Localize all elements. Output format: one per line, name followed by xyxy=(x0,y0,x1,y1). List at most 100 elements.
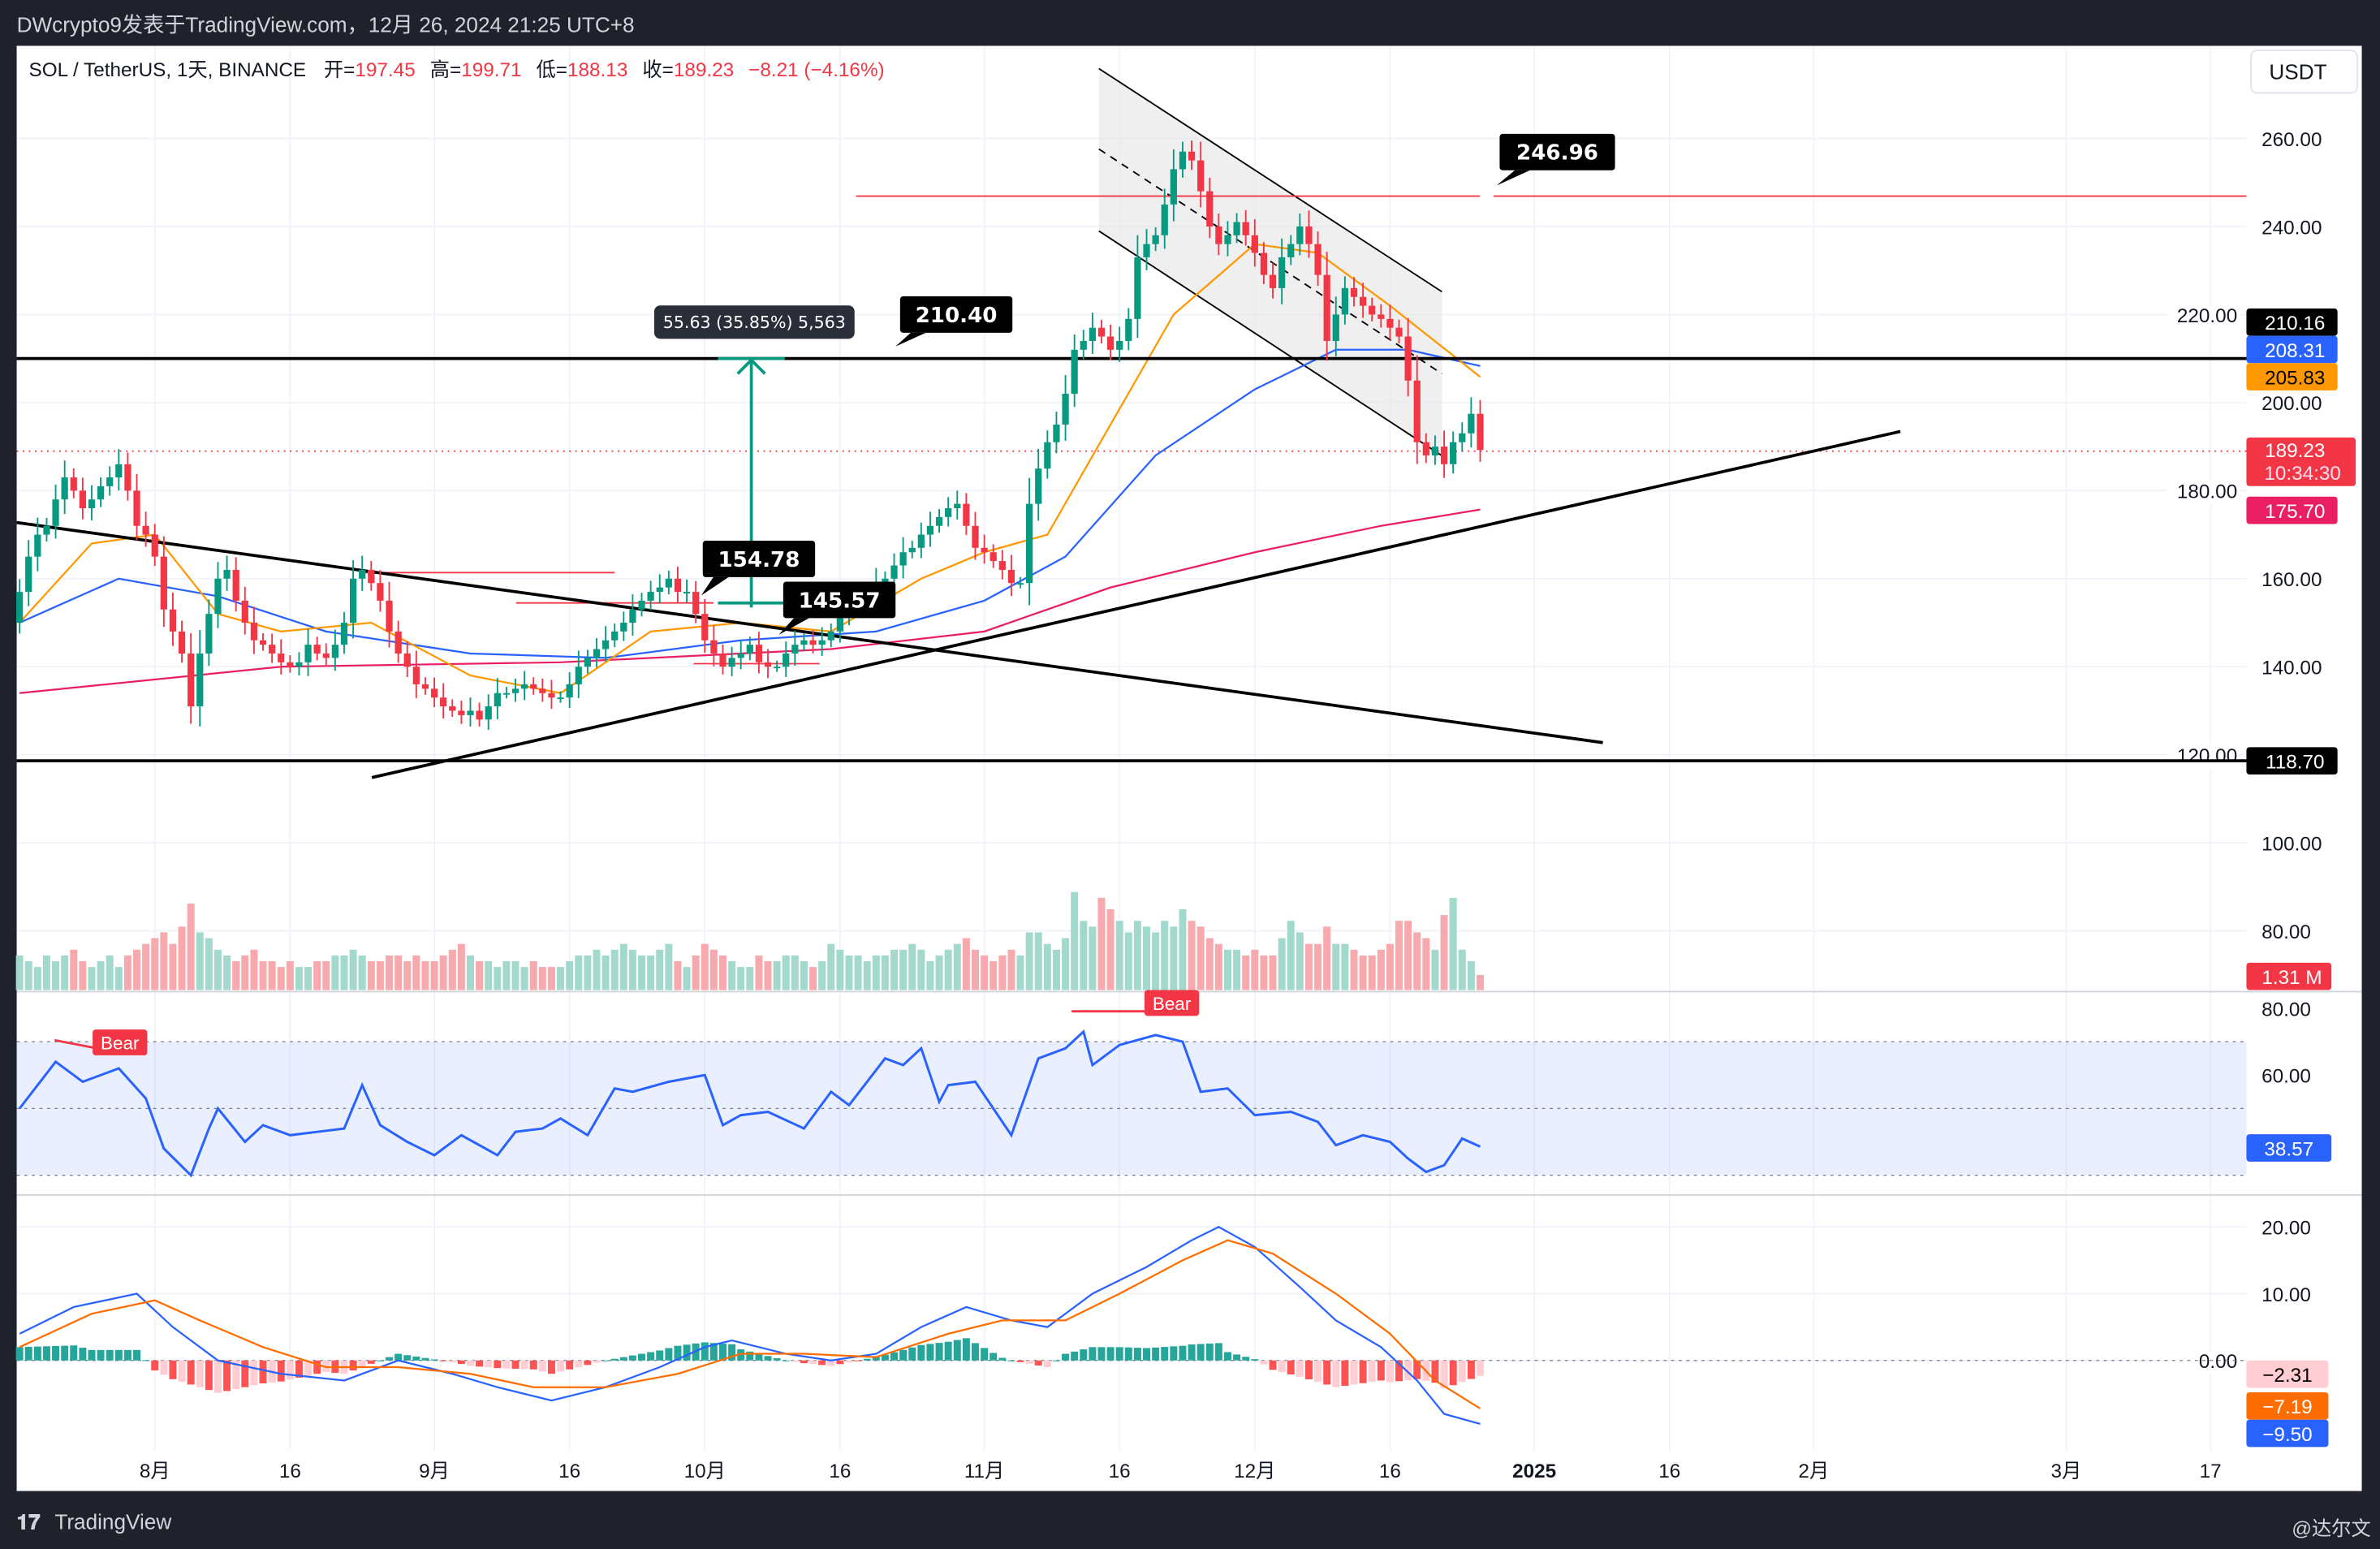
candle-body xyxy=(755,645,763,662)
volume-bar xyxy=(1179,909,1187,990)
histogram-bar xyxy=(827,1360,835,1366)
symbol-legend[interactable]: SOL / TetherUS, 1天, BINANCE 开=197.45 高=1… xyxy=(29,59,885,81)
tv-logo-icon: 𝟏𝟕 xyxy=(17,1510,41,1534)
volume-bar xyxy=(610,949,619,990)
time-axis[interactable]: 8月 16 9月 16 10月 16 11月 16 12月 16 2025 16 2月 3月 17 xyxy=(140,1461,2222,1482)
volume-bar xyxy=(1287,921,1295,990)
histogram-bar xyxy=(1233,1354,1241,1361)
volume-bar xyxy=(1260,955,1268,990)
histogram-bar xyxy=(1431,1360,1439,1383)
change-value: −8.21 (−4.16%) xyxy=(748,59,884,81)
volume-bar xyxy=(872,955,880,990)
callout-246[interactable]: 246.96 xyxy=(1496,133,1615,186)
histogram-bar xyxy=(1242,1357,1250,1361)
time-axis-label: 16 xyxy=(558,1461,580,1482)
candle-body xyxy=(783,653,790,667)
tradingview-logo[interactable]: 𝟏𝟕 TradingView xyxy=(17,1509,172,1534)
price-axis[interactable]: 260.00 240.00 220.00 200.00 180.00 160.00 140.… xyxy=(2167,129,2322,1374)
histogram-bar xyxy=(665,1348,673,1361)
histogram-bar xyxy=(593,1360,601,1363)
candle-body xyxy=(530,684,537,689)
volume-bar xyxy=(1314,943,1322,990)
volume-bar xyxy=(547,967,555,990)
volume-bar xyxy=(88,967,96,990)
volume-bar xyxy=(593,949,601,990)
histogram-bar xyxy=(1025,1360,1033,1364)
candle-body xyxy=(1305,226,1313,244)
volume-bar xyxy=(755,955,763,990)
time-axis-label: 16 xyxy=(1658,1461,1680,1482)
candle-body xyxy=(917,534,925,548)
candle-body xyxy=(548,693,555,698)
currency-button[interactable] xyxy=(2250,50,2358,94)
volume-bar xyxy=(33,967,41,990)
channel-lower-line[interactable] xyxy=(1098,230,1442,457)
channel-upper-line[interactable] xyxy=(1098,67,1442,293)
candle-body xyxy=(1413,380,1421,442)
histogram-bar xyxy=(457,1360,465,1365)
candle-body xyxy=(115,464,123,478)
volume-bar xyxy=(1034,932,1042,990)
candle-body xyxy=(1260,252,1268,275)
histogram-bar xyxy=(1260,1360,1268,1365)
volume-bar xyxy=(1188,921,1196,990)
volume-bar xyxy=(1422,938,1430,990)
time-axis-label: 2月 xyxy=(1799,1461,1830,1482)
histogram-bar xyxy=(998,1357,1007,1361)
histogram-bar xyxy=(295,1360,303,1378)
histogram-bar xyxy=(908,1347,916,1361)
volume-bar xyxy=(331,955,339,990)
candle-body xyxy=(737,653,744,658)
candle-body xyxy=(701,614,709,641)
histogram-bar xyxy=(899,1349,908,1361)
ascending-trendline[interactable] xyxy=(371,429,1901,779)
volume-bar xyxy=(520,967,528,990)
volume-bar xyxy=(1007,949,1015,990)
candle-body xyxy=(160,556,167,610)
time-axis-label: 16 xyxy=(829,1461,851,1482)
candle-body xyxy=(674,578,682,593)
time-axis-label: 8月 xyxy=(140,1461,170,1482)
histogram-bar xyxy=(511,1360,520,1369)
candle-body xyxy=(421,684,429,689)
divergence-line xyxy=(54,1038,95,1049)
volume-bar xyxy=(1025,932,1033,990)
volume-bar xyxy=(881,955,889,990)
volume-bar xyxy=(1359,955,1367,990)
rsi-band xyxy=(16,1041,2247,1176)
candle-body xyxy=(809,640,817,645)
candle-body xyxy=(836,614,843,632)
histogram-bar xyxy=(241,1360,249,1387)
volume-bar xyxy=(1161,921,1169,990)
candle-body xyxy=(449,706,456,711)
callout-145[interactable]: 145.57 xyxy=(778,581,896,635)
histogram-bar xyxy=(764,1356,772,1361)
descending-trendline[interactable] xyxy=(16,520,1603,744)
histogram-bar xyxy=(944,1341,952,1361)
measure-label: 55.63 (35.85%) 5,563 xyxy=(663,313,846,332)
volume-bar xyxy=(1062,938,1070,990)
tag-ema-mid: 208.31 xyxy=(2265,340,2325,362)
candle-body xyxy=(981,547,988,553)
candle-body xyxy=(1251,235,1258,253)
candle-body xyxy=(1386,318,1394,328)
histogram-bar xyxy=(1332,1360,1340,1387)
volume-bar xyxy=(1251,949,1259,990)
volume-bar xyxy=(1278,938,1286,990)
candle-body xyxy=(241,600,248,623)
channel-mid-line[interactable] xyxy=(1098,148,1442,375)
histogram-bar xyxy=(1043,1360,1051,1368)
callout-210[interactable]: 210.40 xyxy=(895,296,1013,347)
volume-bar xyxy=(160,932,168,990)
candle-body xyxy=(1089,327,1096,341)
volume-bar xyxy=(1097,897,1106,990)
price-axis-label: 80.00 xyxy=(2261,921,2311,943)
candle-body xyxy=(818,640,826,645)
volume-bar xyxy=(403,960,412,990)
histogram-bar xyxy=(502,1360,511,1369)
candle-body xyxy=(79,490,86,509)
volume-bar xyxy=(638,955,646,990)
candle-body xyxy=(1179,151,1187,170)
histogram-bar xyxy=(1287,1360,1295,1374)
